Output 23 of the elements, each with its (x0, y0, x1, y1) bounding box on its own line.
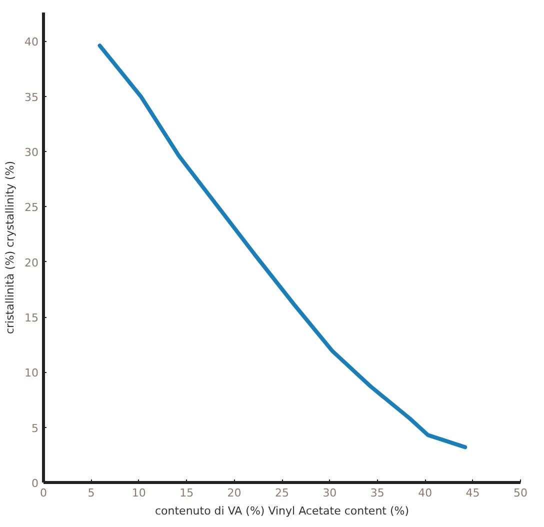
x-tick-label: 15 (180, 486, 194, 500)
x-tick-label: 25 (275, 486, 289, 500)
y-tick-label: 10 (24, 366, 39, 380)
y-tick-label: 0 (32, 477, 38, 490)
y-tick-label: 40 (24, 36, 39, 49)
y-axis-title: cristallinità (%) crystallinity (%) (4, 160, 17, 334)
x-axis-title: contenuto di VA (%) Vinyl Acetate content (%) (154, 504, 410, 518)
y-tick-label: 35 (24, 90, 39, 104)
x-tick-label: 0 (40, 486, 47, 500)
y-tick-label: 15 (24, 312, 39, 325)
x-tick-label: 10 (132, 486, 146, 500)
y-tick-label: 5 (32, 422, 38, 435)
x-tick-label: 45 (466, 486, 480, 500)
x-tick-label: 20 (227, 486, 242, 500)
x-tick-label: 50 (514, 486, 528, 500)
y-tick-label: 25 (24, 201, 39, 214)
y-tick-label: 20 (24, 256, 39, 270)
x-tick-label: 35 (370, 486, 384, 500)
x-tick-label: 40 (418, 486, 432, 500)
line-series (98, 44, 468, 450)
y-tick-label: 30 (24, 146, 39, 160)
x-tick-label: 5 (88, 486, 95, 500)
x-tick-label: 30 (322, 486, 337, 500)
